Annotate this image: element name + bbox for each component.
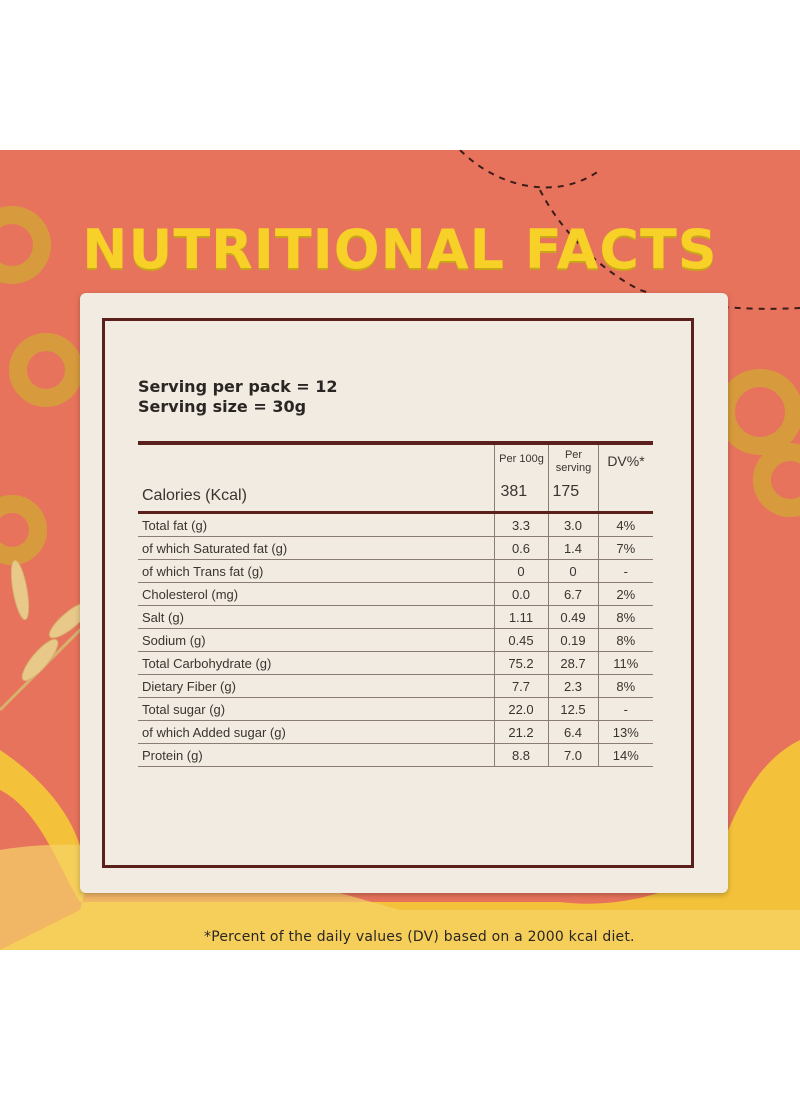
dv-value: 8% <box>597 605 653 629</box>
table-row: Sodium (g) 0.45 0.19 8% <box>138 628 653 652</box>
per-100g-value: 3.3 <box>493 512 548 537</box>
dv-value: 8% <box>597 674 653 698</box>
per-100g-value: 1.11 <box>493 605 548 629</box>
per-100g-label: Per 100g <box>499 453 544 465</box>
table-row: Total fat (g) 3.3 3.0 4% <box>138 512 653 537</box>
per-serving-label: Per serving <box>555 449 592 474</box>
table-row: of which Saturated fat (g) 0.6 1.4 7% <box>138 536 653 560</box>
per-100g-value: 22.0 <box>493 697 548 721</box>
nutrient-label: Sodium (g) <box>138 628 494 652</box>
nutrition-banner: NUTRITIONAL FACTS Serving per pack = 12 … <box>0 150 800 950</box>
serving-info: Serving per pack = 12 Serving size = 30g <box>138 377 338 417</box>
nutrient-label: Protein (g) <box>138 743 494 767</box>
calories-label: Calories (Kcal) <box>138 441 494 514</box>
table-row: Salt (g) 1.11 0.49 8% <box>138 605 653 629</box>
cereal-ring <box>0 206 800 565</box>
table-row: of which Added sugar (g) 21.2 6.4 13% <box>138 720 653 744</box>
per-serving-value: 12.5 <box>547 697 598 721</box>
per-serving-value: 7.0 <box>547 743 598 767</box>
nutrient-label: of which Added sugar (g) <box>138 720 494 744</box>
dv-value: 14% <box>597 743 653 767</box>
per-100g-value: 21.2 <box>493 720 548 744</box>
per-100g-value: 75.2 <box>493 651 548 675</box>
dv-value: 13% <box>597 720 653 744</box>
per-100g-value: 0.45 <box>493 628 548 652</box>
per-serving-value: 0.49 <box>547 605 598 629</box>
header-per-serving: Per serving 175 <box>547 441 598 514</box>
per-serving-value: 0.19 <box>547 628 598 652</box>
table-row: Total Carbohydrate (g) 75.2 28.7 11% <box>138 651 653 675</box>
calories-per-serving: 175 <box>552 483 580 500</box>
nutrient-label: Dietary Fiber (g) <box>138 674 494 698</box>
per-serving-value: 0 <box>547 559 598 583</box>
per-100g-value: 0.0 <box>493 582 548 606</box>
nutrient-label: Total fat (g) <box>138 512 494 537</box>
per-serving-value: 6.7 <box>547 582 598 606</box>
serving-per-pack: Serving per pack = 12 <box>138 377 338 396</box>
nutrient-label: Cholesterol (mg) <box>138 582 494 606</box>
page-title: NUTRITIONAL FACTS <box>82 218 718 281</box>
table-row: of which Trans fat (g) 0 0- <box>138 559 653 583</box>
header-dv: DV%* <box>597 441 653 514</box>
dashed-path-decoration <box>459 150 800 310</box>
per-serving-value: 2.3 <box>547 674 598 698</box>
table-row: Protein (g) 8.8 7.0 14% <box>138 743 653 767</box>
nutrition-card: Serving per pack = 12 Serving size = 30g… <box>80 293 728 945</box>
dv-value: 2% <box>597 582 653 606</box>
table-row: Dietary Fiber (g) 7.7 2.3 8% <box>138 674 653 698</box>
dv-label: DV%* <box>607 453 645 469</box>
nutrition-table: Calories (Kcal) Per 100g 381 Per serving… <box>138 441 653 767</box>
dv-value: 7% <box>597 536 653 560</box>
calories-per-100g: 381 <box>500 483 528 500</box>
dv-value: - <box>597 697 653 721</box>
table-row: Total sugar (g) 22.0 12.5- <box>138 697 653 721</box>
nutrient-label: of which Trans fat (g) <box>138 559 494 583</box>
per-serving-value: 1.4 <box>547 536 598 560</box>
per-100g-value: 7.7 <box>493 674 548 698</box>
nutrient-label: of which Saturated fat (g) <box>138 536 494 560</box>
per-100g-value: 0.6 <box>493 536 548 560</box>
table-row: Cholesterol (mg) 0.0 6.7 2% <box>138 582 653 606</box>
header-per-100g: Per 100g 381 <box>493 441 548 514</box>
calories-row: Calories (Kcal) Per 100g 381 Per serving… <box>138 441 653 514</box>
per-serving-value: 6.4 <box>547 720 598 744</box>
nutrient-label: Salt (g) <box>138 605 494 629</box>
per-100g-value: 8.8 <box>493 743 548 767</box>
footnote: *Percent of the daily values (DV) based … <box>204 929 635 945</box>
nutrition-frame <box>102 318 694 868</box>
dv-value: 8% <box>597 628 653 652</box>
nutrient-label: Total sugar (g) <box>138 697 494 721</box>
dv-value: 11% <box>597 651 653 675</box>
per-100g-value: 0 <box>493 559 548 583</box>
nutrient-label: Total Carbohydrate (g) <box>138 651 494 675</box>
dv-value: - <box>597 559 653 583</box>
per-serving-value: 3.0 <box>547 512 598 537</box>
dv-value: 4% <box>597 512 653 537</box>
serving-size: Serving size = 30g <box>138 397 307 416</box>
per-serving-value: 28.7 <box>547 651 598 675</box>
